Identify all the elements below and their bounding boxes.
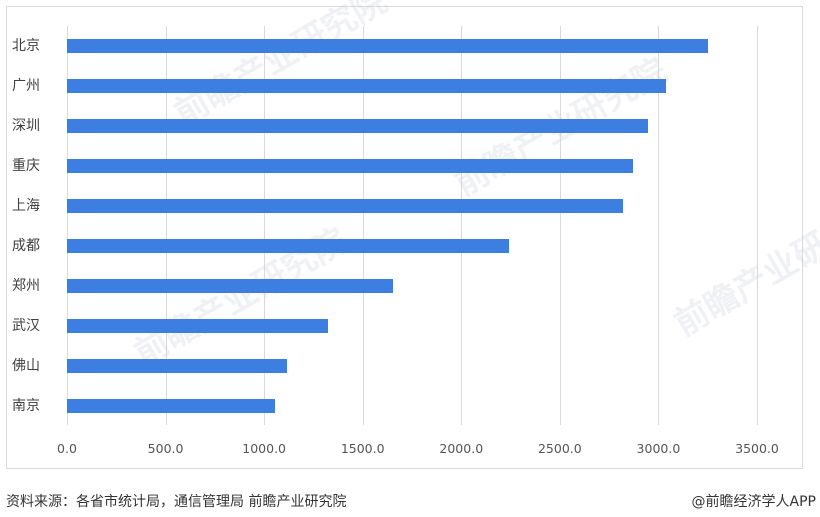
gridline <box>165 26 167 425</box>
bar <box>67 79 667 93</box>
category-label: 武汉 <box>12 318 40 334</box>
x-tick-label: 500.0 <box>147 441 184 456</box>
category-label: 成都 <box>12 238 40 254</box>
gridline <box>67 26 68 425</box>
bar <box>67 119 649 133</box>
category-label: 上海 <box>12 198 40 214</box>
bar <box>67 399 275 413</box>
x-tick-label: 1000.0 <box>242 441 287 456</box>
gridline <box>559 26 561 425</box>
bar <box>67 319 329 333</box>
x-tick-label: 2500.0 <box>537 441 582 456</box>
x-tick-label: 0.0 <box>57 441 77 456</box>
gridline <box>362 26 364 425</box>
gridline <box>757 26 758 425</box>
bar <box>67 39 709 53</box>
category-label: 北京 <box>12 38 40 54</box>
gridline <box>461 26 463 425</box>
x-tick-label: 3500.0 <box>735 441 779 456</box>
bar <box>67 199 624 213</box>
gridline <box>658 26 660 425</box>
x-tick-label: 2000.0 <box>439 441 484 456</box>
source-note: 资料来源：各省市统计局，通信管理局 前瞻产业研究院 <box>6 494 347 510</box>
category-label: 重庆 <box>12 158 40 174</box>
credit-label: @前瞻经济学人APP <box>691 494 816 510</box>
category-label: 佛山 <box>12 358 40 374</box>
plot-area <box>67 26 758 425</box>
bar <box>67 279 394 293</box>
category-label: 深圳 <box>12 118 40 134</box>
x-tick-label: 1500.0 <box>340 441 385 456</box>
bar <box>67 159 634 173</box>
bar <box>67 239 510 253</box>
category-label: 郑州 <box>12 278 40 294</box>
x-tick-label: 3000.0 <box>636 441 681 456</box>
gridline <box>264 26 266 425</box>
category-label: 广州 <box>12 78 40 94</box>
category-label: 南京 <box>12 398 40 414</box>
bar <box>67 359 287 373</box>
